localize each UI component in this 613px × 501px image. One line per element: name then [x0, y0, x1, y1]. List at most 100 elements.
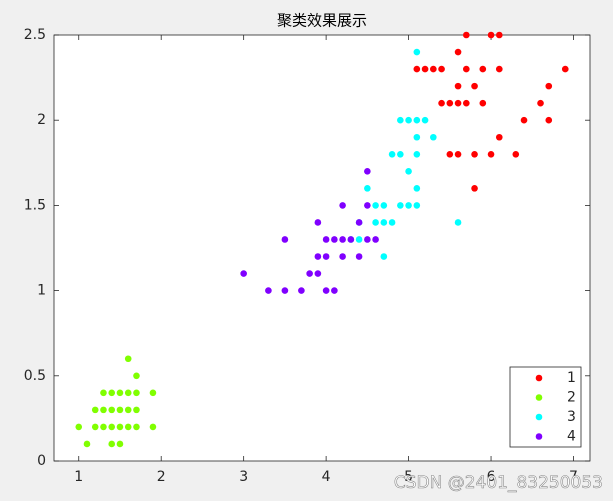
point [83, 440, 91, 448]
x-tick-label: 4 [322, 469, 331, 485]
point [561, 65, 569, 73]
point [108, 406, 116, 414]
point [372, 219, 379, 226]
point [91, 423, 99, 431]
legend-label: 1 [567, 370, 576, 386]
point [372, 202, 379, 209]
y-tick-label: 0 [37, 453, 46, 469]
point [133, 423, 140, 431]
point [91, 406, 99, 414]
point [430, 133, 437, 141]
point [100, 406, 107, 414]
point [355, 236, 363, 243]
x-tick-label: 5 [404, 469, 413, 485]
point [322, 253, 330, 260]
point [438, 99, 445, 107]
legend-marker [535, 374, 543, 382]
point [545, 82, 553, 90]
point [364, 236, 371, 243]
point [454, 219, 462, 226]
point [454, 82, 462, 90]
point [124, 389, 132, 397]
x-tick-label: 3 [239, 469, 248, 485]
point [487, 150, 495, 158]
point [116, 423, 124, 431]
point [471, 185, 478, 192]
point [413, 65, 421, 73]
point [413, 133, 421, 141]
point [421, 65, 429, 73]
point [314, 270, 322, 277]
point [322, 287, 330, 294]
plot-area [53, 34, 591, 462]
point [265, 287, 272, 294]
point [545, 116, 553, 124]
point [124, 406, 132, 414]
point [388, 219, 396, 226]
point [405, 202, 412, 209]
legend-marker [535, 433, 543, 440]
point [355, 253, 363, 260]
point [463, 99, 470, 107]
point [463, 65, 470, 73]
point [133, 389, 140, 397]
point [446, 150, 454, 158]
point [512, 150, 520, 158]
x-tick-label: 1 [74, 469, 83, 485]
point [108, 423, 116, 431]
point [331, 287, 338, 294]
point [405, 168, 412, 175]
point [487, 31, 495, 39]
point [495, 65, 503, 73]
point [339, 202, 346, 209]
point [116, 389, 124, 397]
point [413, 202, 421, 209]
point [364, 168, 371, 175]
y-tick-label: 2.5 [24, 27, 46, 43]
point [364, 185, 371, 192]
x-tick-label: 2 [157, 469, 166, 485]
y-tick-label: 0.5 [24, 368, 46, 384]
legend-marker [535, 413, 543, 421]
legend-label: 4 [567, 429, 576, 445]
point [380, 202, 388, 209]
point [322, 236, 330, 243]
point [75, 423, 83, 431]
point [405, 116, 412, 124]
point [479, 65, 487, 73]
point [380, 219, 388, 226]
point [413, 185, 421, 192]
point [454, 99, 462, 107]
point [149, 423, 157, 431]
legend-box [509, 366, 582, 448]
point [380, 253, 388, 260]
y-tick-label: 2 [37, 112, 46, 128]
point [463, 31, 470, 39]
point [116, 406, 124, 414]
chart-title: 聚类效果展示 [277, 12, 367, 30]
point [124, 423, 132, 431]
point [413, 116, 421, 124]
point [430, 65, 437, 73]
point [471, 82, 478, 90]
x-tick-label: 6 [487, 469, 496, 485]
point [331, 236, 338, 243]
point [454, 48, 462, 56]
y-tick-label: 1.5 [24, 197, 46, 213]
point [339, 236, 346, 243]
point [397, 202, 404, 209]
point [413, 150, 421, 158]
point [479, 99, 487, 107]
point [446, 99, 454, 107]
point [438, 65, 445, 73]
point [108, 440, 116, 448]
point [347, 236, 355, 243]
point [281, 236, 289, 243]
point [397, 150, 404, 158]
point [240, 270, 247, 277]
point [537, 99, 544, 107]
point [355, 219, 363, 226]
point [298, 287, 305, 294]
